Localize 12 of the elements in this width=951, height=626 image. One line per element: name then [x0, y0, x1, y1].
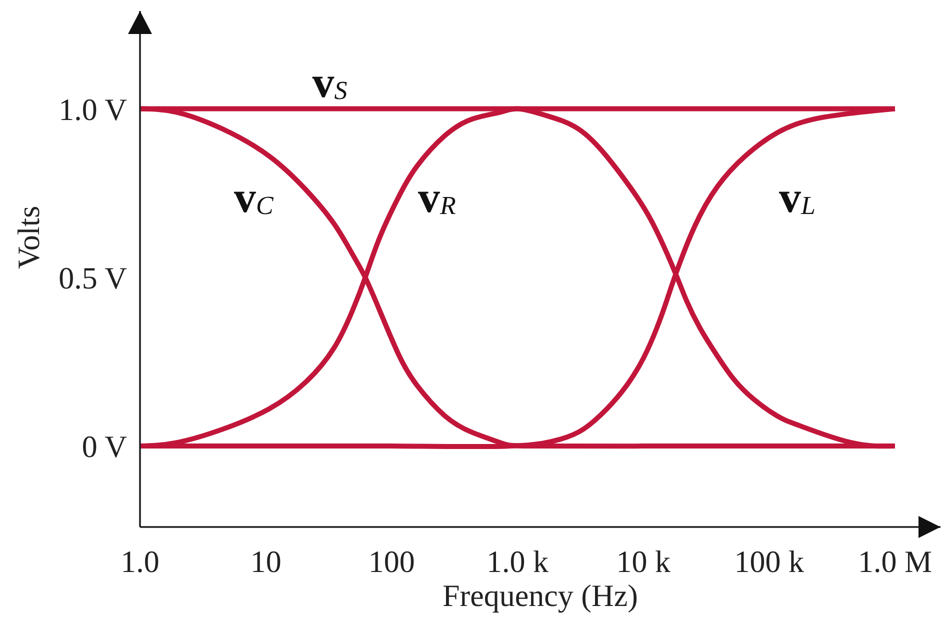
y-tick-label: 0.5 V [58, 260, 128, 296]
x-tick-label: 100 [368, 544, 415, 580]
x-tick-label: 1.0 M [858, 544, 932, 580]
x-tick-label: 100 k [734, 544, 805, 580]
y-tick-label: 0 V [82, 429, 128, 464]
x-tick-label: 1.0 [120, 544, 160, 580]
x-tick-label: 1.0 k [486, 544, 549, 580]
x-tick-label: 10 [250, 544, 282, 580]
y-axis-title: Volts [11, 206, 46, 269]
y-tick-label: 1.0 V [58, 92, 128, 127]
x-tick-label: 10 k [616, 544, 671, 580]
x-axis-title: Frequency (Hz) [442, 578, 638, 613]
